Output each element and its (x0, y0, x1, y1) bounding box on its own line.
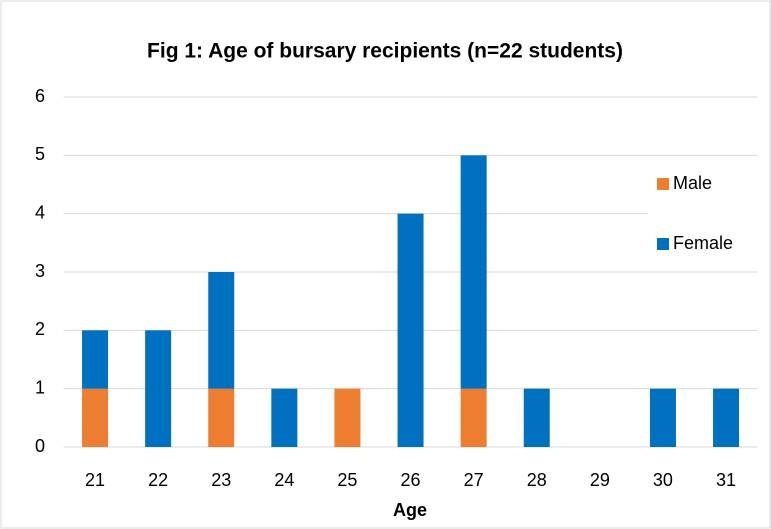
legend-swatch (657, 178, 669, 190)
bar (145, 330, 172, 447)
x-tick-label: 24 (274, 470, 294, 490)
x-tick-label: 21 (85, 470, 105, 490)
x-tick-label: 27 (464, 470, 484, 490)
legend-label: Male (673, 173, 712, 193)
bar (649, 388, 676, 447)
bar (334, 388, 361, 447)
x-tick-label: 28 (527, 470, 547, 490)
bar (208, 388, 235, 447)
x-tick-label: 22 (148, 470, 168, 490)
legend-swatch (657, 238, 669, 250)
chart-title: Fig 1: Age of bursary recipients (n=22 s… (147, 40, 623, 63)
x-tick-label: 25 (337, 470, 357, 490)
x-tick-label: 29 (590, 470, 610, 490)
y-tick-label: 6 (35, 86, 45, 106)
bar (271, 388, 298, 447)
y-tick-label: 5 (35, 144, 45, 164)
legend-label: Female (673, 233, 733, 253)
bar (713, 388, 740, 447)
y-tick-label: 0 (35, 436, 45, 456)
bar (523, 388, 550, 447)
x-tick-label: 30 (653, 470, 673, 490)
legend-background (648, 158, 760, 270)
bar (397, 213, 424, 447)
y-tick-label: 4 (35, 202, 45, 222)
x-axis-label: Age (393, 500, 427, 520)
y-tick-label: 1 (35, 377, 45, 397)
x-tick-label: 23 (211, 470, 231, 490)
x-tick-label: 31 (716, 470, 736, 490)
bar (208, 272, 235, 389)
x-tick-label: 26 (401, 470, 421, 490)
y-tick-label: 2 (35, 319, 45, 339)
bar (82, 330, 109, 389)
y-tick-label: 3 (35, 261, 45, 281)
bar (460, 155, 487, 389)
bar (460, 388, 487, 447)
bar (82, 388, 109, 447)
